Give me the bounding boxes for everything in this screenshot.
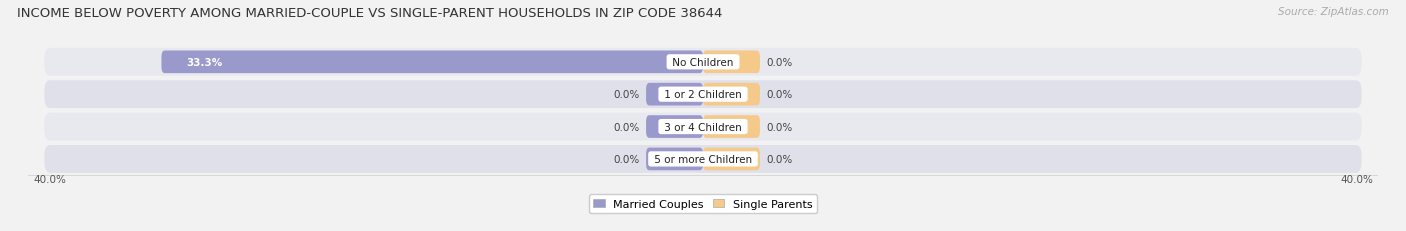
FancyBboxPatch shape	[647, 116, 703, 138]
FancyBboxPatch shape	[703, 116, 759, 138]
Text: 5 or more Children: 5 or more Children	[651, 154, 755, 164]
Text: INCOME BELOW POVERTY AMONG MARRIED-COUPLE VS SINGLE-PARENT HOUSEHOLDS IN ZIP COD: INCOME BELOW POVERTY AMONG MARRIED-COUPL…	[17, 7, 723, 20]
FancyBboxPatch shape	[703, 51, 759, 74]
Text: 0.0%: 0.0%	[766, 154, 793, 164]
FancyBboxPatch shape	[703, 83, 759, 106]
Text: Source: ZipAtlas.com: Source: ZipAtlas.com	[1278, 7, 1389, 17]
Text: 40.0%: 40.0%	[1340, 174, 1374, 184]
FancyBboxPatch shape	[45, 113, 1361, 141]
Text: 40.0%: 40.0%	[32, 174, 66, 184]
Text: 0.0%: 0.0%	[613, 90, 640, 100]
Text: 0.0%: 0.0%	[766, 122, 793, 132]
FancyBboxPatch shape	[647, 83, 703, 106]
Text: 1 or 2 Children: 1 or 2 Children	[661, 90, 745, 100]
FancyBboxPatch shape	[45, 49, 1361, 76]
FancyBboxPatch shape	[703, 148, 759, 170]
Text: 0.0%: 0.0%	[766, 90, 793, 100]
Text: 0.0%: 0.0%	[613, 122, 640, 132]
Text: 0.0%: 0.0%	[766, 58, 793, 67]
Text: 33.3%: 33.3%	[186, 58, 222, 67]
Legend: Married Couples, Single Parents: Married Couples, Single Parents	[589, 195, 817, 213]
Text: 3 or 4 Children: 3 or 4 Children	[661, 122, 745, 132]
FancyBboxPatch shape	[45, 145, 1361, 173]
FancyBboxPatch shape	[647, 148, 703, 170]
Text: 0.0%: 0.0%	[613, 154, 640, 164]
FancyBboxPatch shape	[162, 51, 703, 74]
Text: No Children: No Children	[669, 58, 737, 67]
FancyBboxPatch shape	[45, 81, 1361, 109]
